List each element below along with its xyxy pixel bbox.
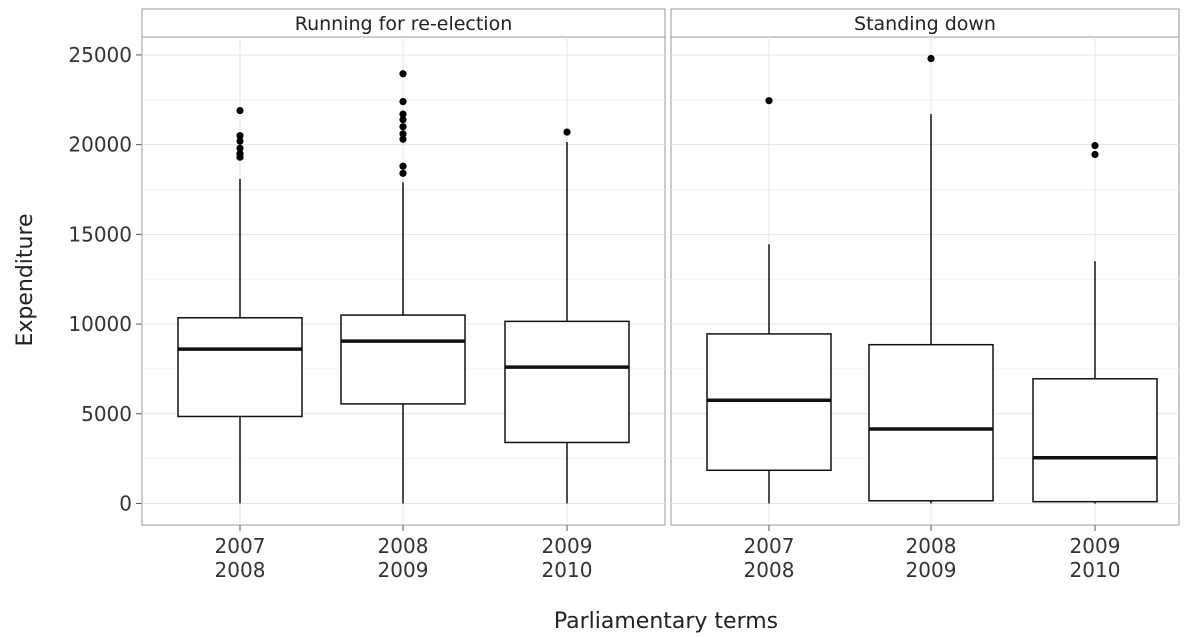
boxplot-group — [177, 106, 303, 504]
facet-strip — [670, 8, 1180, 38]
outlier-point — [399, 70, 407, 78]
box-iqr — [504, 320, 630, 444]
outlier-point — [399, 162, 407, 170]
outlier-point — [236, 150, 244, 158]
y-tick-label: 10000 — [68, 312, 132, 336]
y-tick-label: 0 — [119, 491, 132, 515]
x-tick-label: 2008 2009 — [378, 534, 429, 582]
facet-panel: Standing down — [670, 8, 1180, 526]
outlier-point — [1091, 150, 1099, 159]
box-iqr — [340, 314, 466, 405]
outlier-point — [399, 110, 407, 118]
boxplot-group — [868, 54, 994, 504]
outlier-point — [399, 135, 407, 143]
x-tick-label-line: 2010 — [542, 558, 593, 582]
box-iqr — [706, 333, 832, 472]
outlier-point — [399, 97, 407, 106]
outlier-point — [399, 169, 407, 177]
outlier-point — [765, 97, 773, 105]
box-iqr — [868, 343, 994, 502]
y-tick-label: 20000 — [68, 133, 132, 157]
box-iqr — [1032, 378, 1158, 503]
outlier-point — [236, 132, 244, 140]
y-axis: 0 5000 10000 15000 20000 25000 — [68, 43, 142, 515]
x-tick-label: 2008 2009 — [906, 534, 957, 582]
x-tick-label: 2009 2010 — [1070, 534, 1121, 582]
boxplot-group — [1032, 141, 1158, 504]
outlier-point — [399, 123, 407, 131]
outlier-point — [927, 54, 935, 63]
x-tick-label-line: 2009 — [906, 558, 957, 582]
y-axis-title: Expenditure — [13, 213, 38, 346]
boxplot-group — [706, 97, 832, 504]
x-tick-label-line: 2009 — [542, 534, 593, 558]
y-tick-label: 5000 — [81, 402, 132, 426]
facet-strip-label: Running for re-election — [295, 13, 513, 35]
x-tick-label: 2007 2008 — [215, 534, 266, 582]
x-tick-label: 2007 2008 — [744, 534, 795, 582]
facet-strip-label: Standing down — [854, 13, 996, 35]
x-tick-label-line: 2008 — [215, 558, 266, 582]
x-tick-label-line: 2008 — [744, 558, 795, 582]
x-tick-label-line: 2007 — [215, 534, 266, 558]
facet-panels: Running for re-election Standing down — [141, 8, 1180, 526]
outlier-point — [236, 137, 244, 145]
y-tick-label: 15000 — [68, 222, 132, 246]
outlier-point — [563, 128, 571, 136]
x-tick-label-line: 2010 — [1070, 558, 1121, 582]
x-tick-label-line: 2009 — [1070, 534, 1121, 558]
x-tick-label-line: 2009 — [378, 558, 429, 582]
boxplot-group — [340, 70, 466, 504]
facet-panel: Running for re-election — [141, 8, 666, 526]
boxplot-group — [504, 128, 630, 504]
x-axis-title: Parliamentary terms — [554, 609, 778, 634]
x-tick-label-line: 2008 — [906, 534, 957, 558]
outlier-point — [236, 144, 244, 152]
x-tick-label-line: 2007 — [744, 534, 795, 558]
x-tick-label: 2009 2010 — [542, 534, 593, 582]
outlier-point — [399, 115, 407, 124]
outlier-point — [1091, 141, 1099, 150]
box-iqr — [177, 317, 303, 418]
x-tick-label-line: 2008 — [378, 534, 429, 558]
outlier-point — [236, 106, 244, 115]
y-tick-label: 25000 — [68, 43, 132, 67]
outlier-point — [399, 130, 407, 138]
